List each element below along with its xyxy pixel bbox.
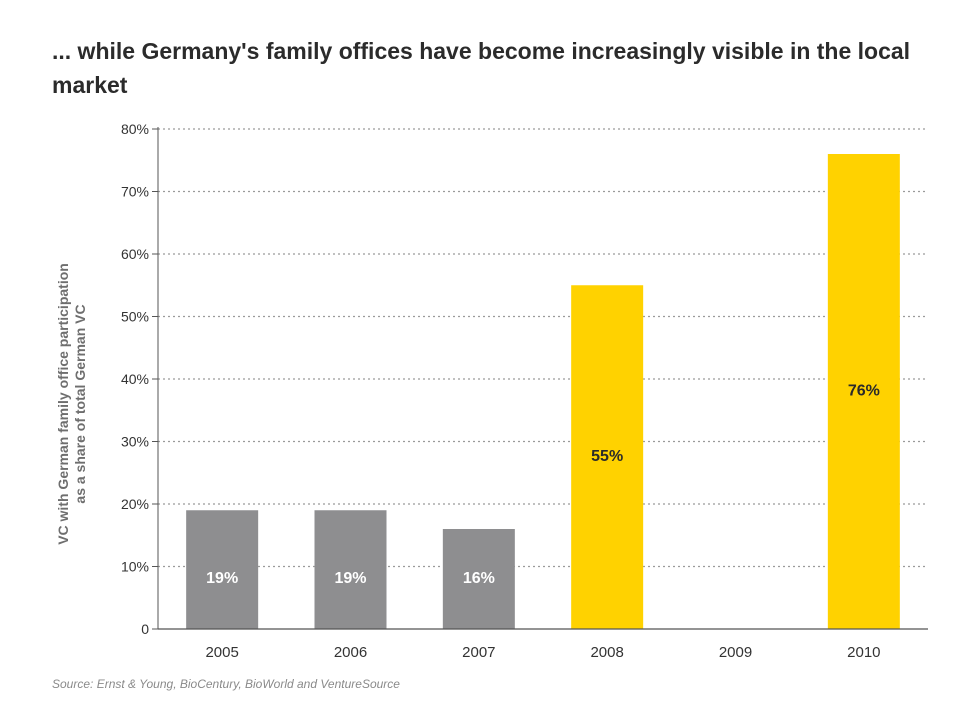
x-tick-label: 2008	[590, 644, 623, 661]
y-axis-title: VC with German family office participati…	[55, 263, 88, 545]
y-tick-label: 50%	[121, 309, 149, 325]
y-tick-label: 30%	[121, 434, 149, 450]
source-note: Source: Ernst & Young, BioCentury, BioWo…	[52, 677, 400, 691]
axes: 0 10% 20% 30% 40% 50% 60% 70% 80% 2005 2006 2007 200…	[121, 121, 928, 661]
data-label: 19%	[206, 570, 238, 587]
y-tick-label: 60%	[121, 246, 149, 262]
x-tick-label: 2007	[462, 644, 495, 661]
y-tick-label: 10%	[121, 559, 149, 575]
gridlines	[158, 128, 928, 568]
data-labels: 19% 19% 16% 55% 76%	[206, 383, 880, 588]
data-label: 76%	[848, 383, 880, 400]
data-label: 16%	[463, 570, 495, 587]
bar-2007	[442, 529, 515, 629]
y-tick-label: 40%	[121, 371, 149, 387]
x-tick-label: 2005	[205, 644, 238, 661]
y-tick-label: 80%	[121, 121, 149, 137]
y-tick-label: 0	[141, 621, 149, 637]
x-tick-label: 2010	[847, 644, 880, 661]
x-tick-label: 2006	[334, 644, 367, 661]
y-axis-title-line: as a share of total German VC	[72, 304, 88, 503]
bar-2005	[186, 510, 259, 629]
data-label: 19%	[334, 570, 366, 587]
chart-title: ... while Germany's family offices have …	[52, 38, 911, 98]
bars	[186, 154, 900, 629]
y-axis-title-line: VC with German family office participati…	[55, 263, 71, 545]
y-tick-label: 70%	[121, 184, 149, 200]
bar-2010	[827, 154, 900, 629]
x-tick-label: 2009	[719, 644, 752, 661]
bar-2006	[314, 510, 387, 629]
bar-2008	[571, 285, 644, 629]
y-tick-label: 20%	[121, 496, 149, 512]
data-label: 55%	[591, 448, 623, 465]
